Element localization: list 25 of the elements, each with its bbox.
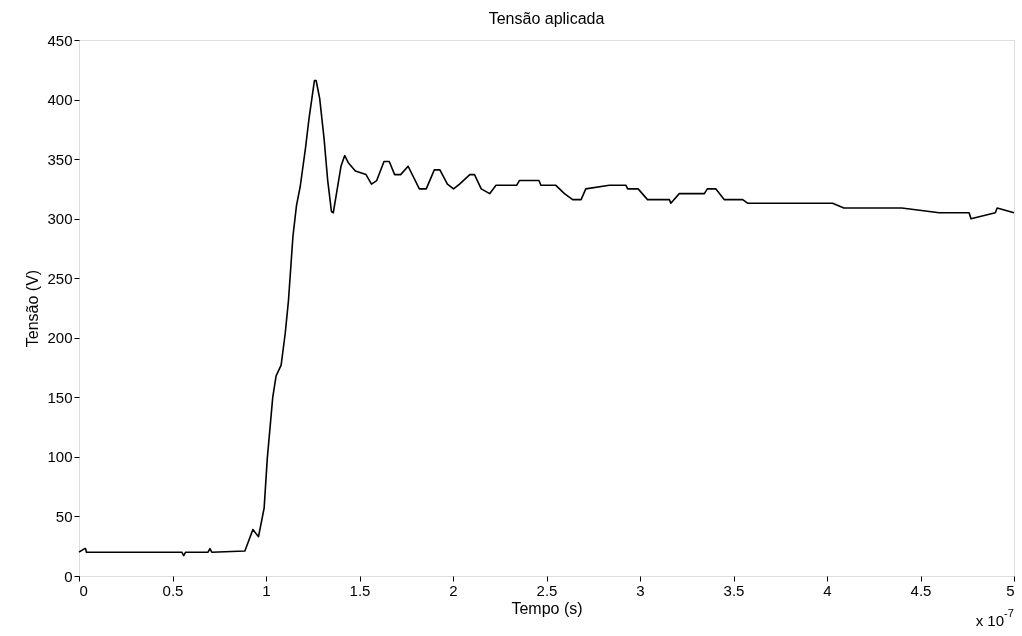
y-tick-label: 100 bbox=[47, 448, 73, 466]
x-axis-title: Tempo (s) bbox=[511, 599, 583, 617]
y-tick-label: 50 bbox=[55, 507, 73, 525]
x-tick-label: 0.5 bbox=[162, 581, 184, 599]
x-tick-label: 3.5 bbox=[723, 581, 745, 599]
y-tick-label: 0 bbox=[64, 567, 73, 585]
line-series bbox=[78, 79, 1015, 557]
x-tick-label: 4.5 bbox=[910, 581, 932, 599]
x-tick-label: 2.5 bbox=[536, 581, 558, 599]
y-tick-label: 300 bbox=[47, 210, 73, 228]
x-tick-label: 1 bbox=[262, 581, 271, 599]
x-tick-label: 3 bbox=[636, 581, 645, 599]
x-tick-label: 2 bbox=[449, 581, 458, 599]
x-tick-label: 4 bbox=[823, 581, 832, 599]
x-tick-label: 1.5 bbox=[349, 581, 371, 599]
y-tick-label: 150 bbox=[47, 388, 73, 406]
x-tick-label: 0 bbox=[79, 581, 88, 599]
y-tick-label: 200 bbox=[47, 329, 73, 347]
y-tick-label: 350 bbox=[47, 150, 73, 168]
y-tick-label: 400 bbox=[47, 91, 73, 109]
x-tick-label: 5 bbox=[1006, 581, 1015, 599]
y-tick-label: 450 bbox=[47, 31, 73, 49]
y-axis-title: Tensão (V) bbox=[24, 269, 42, 348]
y-tick-label: 250 bbox=[47, 269, 73, 287]
chart-title: Tensão aplicada bbox=[488, 10, 605, 27]
